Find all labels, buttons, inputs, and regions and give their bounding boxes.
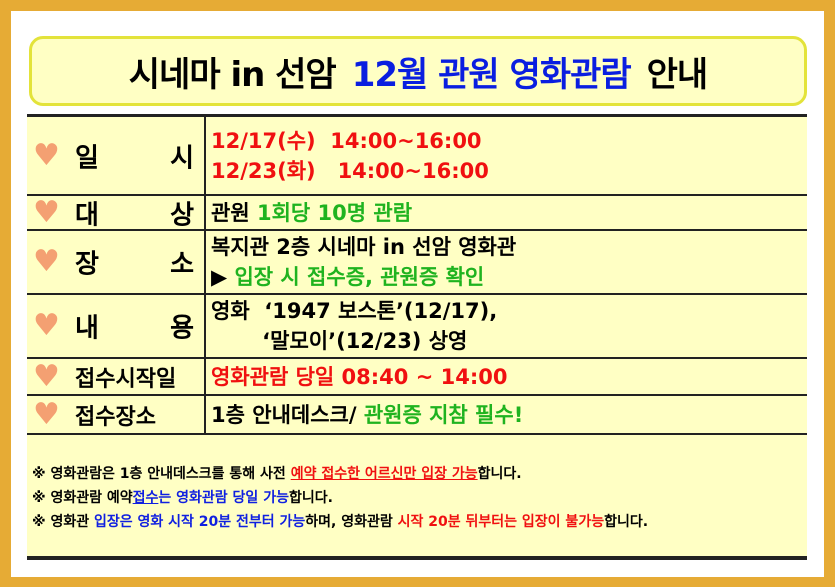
value-text: 영화관람 당일 08:40 ~ 14:00	[211, 364, 508, 389]
value-line: 영화관람 당일 08:40 ~ 14:00	[211, 362, 807, 392]
value-line: 12/17(수) 14:00~16:00	[211, 126, 807, 156]
page-title: 시네마 in 선암 12월 관원 영화관람 안내	[29, 36, 807, 106]
value-text: ‘말모이’(12/23) 상영	[211, 329, 468, 353]
note-line: ※ 영화관 입장은 영화 시작 20분 전부터 가능하며, 영화관람 시작 20…	[32, 510, 648, 534]
value-line: 12/23(화) 14:00~16:00	[211, 156, 807, 186]
value-text: ▶	[211, 265, 235, 289]
row-label: ♥ 일 시	[27, 117, 206, 196]
value-line: 1층 안내데스크/ 관원증 지참 필수!	[211, 400, 807, 430]
note-text: 합니다.	[604, 514, 649, 530]
heart-icon: ♥	[33, 137, 60, 173]
table-row: ♥ 접수장소 1층 안내데스크/ 관원증 지참 필수!	[27, 395, 807, 435]
table-row: ♥ 일 시 12/17(수) 14:00~16:00 12/23(화) 14:00~16…	[27, 117, 807, 196]
table-row: ♥ 접수시작일 영화관람 당일 08:40 ~ 14:00	[27, 358, 807, 396]
row-label: ♥ 장 소	[27, 230, 206, 295]
row-label: ♥ 접수장소	[27, 395, 206, 435]
table-row: ♥ 대 상 관원 1회당 10명 관람	[27, 194, 807, 231]
title-part3: 안내	[646, 54, 709, 95]
value-line: 복지관 2층 시네마 in 선암 영화관	[211, 232, 807, 262]
value-text: 관원	[211, 200, 257, 225]
note-text: 합니다.	[288, 490, 333, 506]
note-text: 합니다.	[477, 466, 522, 482]
row-value: 복지관 2층 시네마 in 선암 영화관 ▶ 입장 시 접수증, 관원증 확인	[205, 230, 807, 295]
row-value: 12/17(수) 14:00~16:00 12/23(화) 14:00~16:00	[205, 117, 807, 196]
note-text: 하며, 영화관람	[305, 514, 398, 530]
note-text: ※ 영화관	[32, 514, 94, 530]
heart-icon: ♥	[33, 194, 60, 230]
row-value: 1층 안내데스크/ 관원증 지참 필수!	[205, 395, 807, 435]
label-part: 소	[170, 249, 194, 280]
note-text: 시작 20분 뒤부터는 입장이 불가능	[397, 514, 605, 530]
label-text: 접수장소	[75, 399, 194, 431]
info-table: ♥ 일 시 12/17(수) 14:00~16:00 12/23(화) 14:00~16…	[27, 117, 807, 435]
info-panel: ♥ 일 시 12/17(수) 14:00~16:00 12/23(화) 14:00~16…	[27, 114, 807, 560]
label-part: 접수시작일	[75, 366, 177, 392]
value-text: 관원증 지참 필수!	[363, 402, 524, 427]
row-value: 관원 1회당 10명 관람	[205, 195, 807, 231]
note-text: 예약 접수한 어르신만 입장 가능	[290, 466, 478, 482]
row-value: 영화관람 당일 08:40 ~ 14:00	[205, 358, 807, 396]
row-value: 영화 ‘1947 보스톤’(12/17), ‘말모이’(12/23) 상영	[205, 294, 807, 359]
heart-icon: ♥	[33, 396, 60, 432]
value-line: 관원 1회당 10명 관람	[211, 198, 807, 228]
heart-icon: ♥	[33, 358, 60, 394]
value-text: 복지관 2층 시네마 in 선암 영화관	[211, 235, 517, 259]
heart-icon: ♥	[33, 243, 60, 279]
note-text: 입장은 영화 시작 20분 전부터 가능	[94, 514, 306, 530]
label-part: 시	[170, 143, 194, 173]
row-label: ♥ 내 용	[27, 294, 206, 359]
value-text: 12/23(화) 14:00~16:00	[211, 158, 489, 183]
note-line: ※ 영화관람 예약접수는 영화관람 당일 가능합니다.	[32, 486, 648, 510]
row-label: ♥ 접수시작일	[27, 358, 206, 396]
value-text: 12/17(수) 14:00~16:00	[211, 128, 482, 153]
note-text: 는 영화관람 당일 가능	[158, 490, 289, 506]
heart-icon: ♥	[33, 307, 60, 343]
value-text: 1층 안내데스크/	[211, 402, 364, 427]
value-text: 입장 시 접수증, 관원증 확인	[234, 265, 485, 289]
label-part: 용	[170, 313, 194, 344]
label-part: 대	[75, 200, 99, 230]
title-part1: 시네마 in 선암	[128, 54, 337, 95]
notes: ※ 영화관람은 1층 안내데스크를 통해 사전 예약 접수한 어르신만 입장 가…	[32, 462, 648, 534]
label-part: 접수장소	[75, 404, 156, 430]
label-part: 장	[75, 249, 99, 280]
note-line: ※ 영화관람은 1층 안내데스크를 통해 사전 예약 접수한 어르신만 입장 가…	[32, 462, 648, 486]
value-line: ‘말모이’(12/23) 상영	[211, 326, 807, 356]
note-text: 접수	[132, 490, 159, 506]
table-row: ♥ 내 용 영화 ‘1947 보스톤’(12/17), ‘말모이’(12/23) 상영	[27, 294, 807, 359]
title-part2: 12월 관원 영화관람	[351, 54, 632, 95]
label-part: 내	[75, 313, 99, 344]
value-line: ▶ 입장 시 접수증, 관원증 확인	[211, 262, 807, 292]
row-label: ♥ 대 상	[27, 194, 206, 231]
value-text: 영화 ‘1947 보스톤’(12/17),	[211, 299, 498, 323]
value-text: 1회당 10명 관람	[256, 200, 413, 225]
label-text: 접수시작일	[75, 361, 194, 393]
note-text: ※ 영화관람 예약	[32, 490, 133, 506]
note-text: ※ 영화관람은 1층 안내데스크를 통해 사전	[32, 466, 291, 482]
value-line: 영화 ‘1947 보스톤’(12/17),	[211, 296, 807, 326]
label-part: 상	[170, 200, 194, 230]
label-part: 일	[75, 143, 99, 173]
table-row: ♥ 장 소 복지관 2층 시네마 in 선암 영화관 ▶ 입장 시 접수증, 관원증 확…	[27, 230, 807, 295]
